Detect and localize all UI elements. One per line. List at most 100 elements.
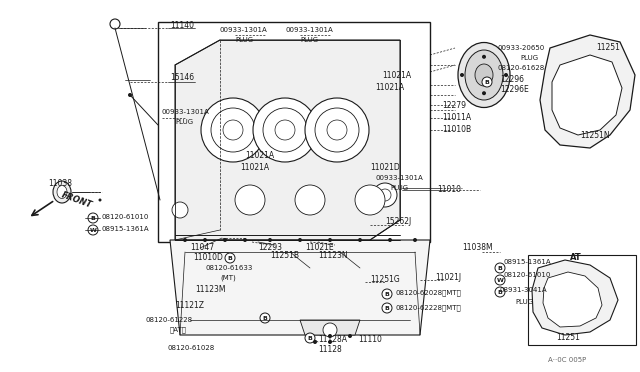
Ellipse shape <box>57 186 67 199</box>
Ellipse shape <box>53 181 71 203</box>
Text: AT: AT <box>570 253 582 263</box>
Text: 00933-1301A: 00933-1301A <box>162 109 210 115</box>
Text: B: B <box>385 305 389 311</box>
Circle shape <box>355 185 385 215</box>
Circle shape <box>305 333 315 343</box>
Circle shape <box>323 323 337 337</box>
Text: 12279: 12279 <box>442 100 466 109</box>
Text: W: W <box>90 228 97 232</box>
Text: （AT）: （AT） <box>170 327 187 333</box>
Text: 11140: 11140 <box>170 20 194 29</box>
Circle shape <box>235 185 265 215</box>
Circle shape <box>327 120 347 140</box>
Circle shape <box>328 334 332 338</box>
Circle shape <box>382 303 392 313</box>
Text: W: W <box>497 278 504 282</box>
Text: PLUG: PLUG <box>300 37 318 43</box>
Polygon shape <box>540 35 635 148</box>
Text: B: B <box>308 336 312 340</box>
Circle shape <box>482 55 486 59</box>
Circle shape <box>495 287 505 297</box>
Text: 12293: 12293 <box>258 244 282 253</box>
Text: 11251: 11251 <box>596 44 620 52</box>
Text: 08915-1361A: 08915-1361A <box>503 259 550 265</box>
Text: PLUG: PLUG <box>175 119 193 125</box>
Circle shape <box>382 289 392 299</box>
Text: 15262J: 15262J <box>385 218 412 227</box>
Text: 00933-1301A: 00933-1301A <box>285 27 333 33</box>
Circle shape <box>88 213 98 223</box>
Text: 11021J: 11021J <box>435 273 461 282</box>
Circle shape <box>358 238 362 242</box>
Circle shape <box>128 93 132 97</box>
Text: 08120-61228: 08120-61228 <box>145 317 192 323</box>
Circle shape <box>225 253 235 263</box>
Text: 11021A: 11021A <box>375 83 404 93</box>
Circle shape <box>223 120 243 140</box>
Circle shape <box>88 225 98 235</box>
Text: 11011A: 11011A <box>442 113 471 122</box>
Text: 08931-3041A: 08931-3041A <box>500 287 548 293</box>
Text: PLUG: PLUG <box>520 55 538 61</box>
Circle shape <box>379 189 391 201</box>
Text: 11038M: 11038M <box>462 244 493 253</box>
Circle shape <box>298 238 302 242</box>
Text: 00933-1301A: 00933-1301A <box>220 27 268 33</box>
Text: B: B <box>228 256 232 260</box>
Ellipse shape <box>458 42 510 108</box>
Ellipse shape <box>465 50 503 100</box>
Polygon shape <box>543 272 602 327</box>
Text: 08120-61028: 08120-61028 <box>168 345 215 351</box>
Text: 11010D: 11010D <box>193 253 223 263</box>
Circle shape <box>110 19 120 29</box>
Circle shape <box>263 108 307 152</box>
Text: 12296E: 12296E <box>500 86 529 94</box>
Circle shape <box>275 120 295 140</box>
Text: B: B <box>262 315 268 321</box>
Text: (MT): (MT) <box>220 275 236 281</box>
Text: 11251: 11251 <box>556 334 580 343</box>
Circle shape <box>348 334 352 338</box>
Polygon shape <box>300 320 360 335</box>
Text: 08915-1361A: 08915-1361A <box>102 226 150 232</box>
Text: PLUG: PLUG <box>235 37 253 43</box>
Text: 11251B: 11251B <box>270 251 299 260</box>
Circle shape <box>482 91 486 95</box>
Text: B: B <box>385 292 389 296</box>
Circle shape <box>295 185 325 215</box>
Polygon shape <box>552 55 622 135</box>
Text: 11128: 11128 <box>318 346 342 355</box>
Bar <box>528 255 636 345</box>
Text: 11021A: 11021A <box>382 71 411 80</box>
Text: 08120-61633: 08120-61633 <box>205 265 252 271</box>
Text: 08120-61628: 08120-61628 <box>497 65 544 71</box>
Circle shape <box>495 275 505 285</box>
Ellipse shape <box>475 64 493 86</box>
Text: B: B <box>497 266 502 270</box>
Circle shape <box>388 238 392 242</box>
Text: 11123N: 11123N <box>318 251 348 260</box>
Text: 08120-62028（MT）: 08120-62028（MT） <box>395 290 461 296</box>
Polygon shape <box>170 240 430 335</box>
Text: 12296: 12296 <box>500 76 524 84</box>
Circle shape <box>183 238 187 242</box>
Text: PLUG: PLUG <box>390 185 408 191</box>
Text: 08120-62228（MT）: 08120-62228（MT） <box>395 305 461 311</box>
Circle shape <box>203 238 207 242</box>
Circle shape <box>482 77 492 87</box>
Text: 11010B: 11010B <box>442 125 471 135</box>
Text: PLUG: PLUG <box>515 299 533 305</box>
Circle shape <box>243 238 247 242</box>
Circle shape <box>328 238 332 242</box>
Circle shape <box>413 238 417 242</box>
Text: 00933-20650: 00933-20650 <box>497 45 544 51</box>
Text: 11010: 11010 <box>437 186 461 195</box>
Text: 11021D: 11021D <box>370 164 400 173</box>
Text: 11038: 11038 <box>48 179 72 187</box>
Circle shape <box>172 202 188 218</box>
Text: 11047: 11047 <box>190 243 214 251</box>
Text: 11251G: 11251G <box>370 276 400 285</box>
Text: 11021E: 11021E <box>305 244 333 253</box>
Text: FRONT: FRONT <box>60 190 93 210</box>
Text: 11251N: 11251N <box>580 131 610 140</box>
